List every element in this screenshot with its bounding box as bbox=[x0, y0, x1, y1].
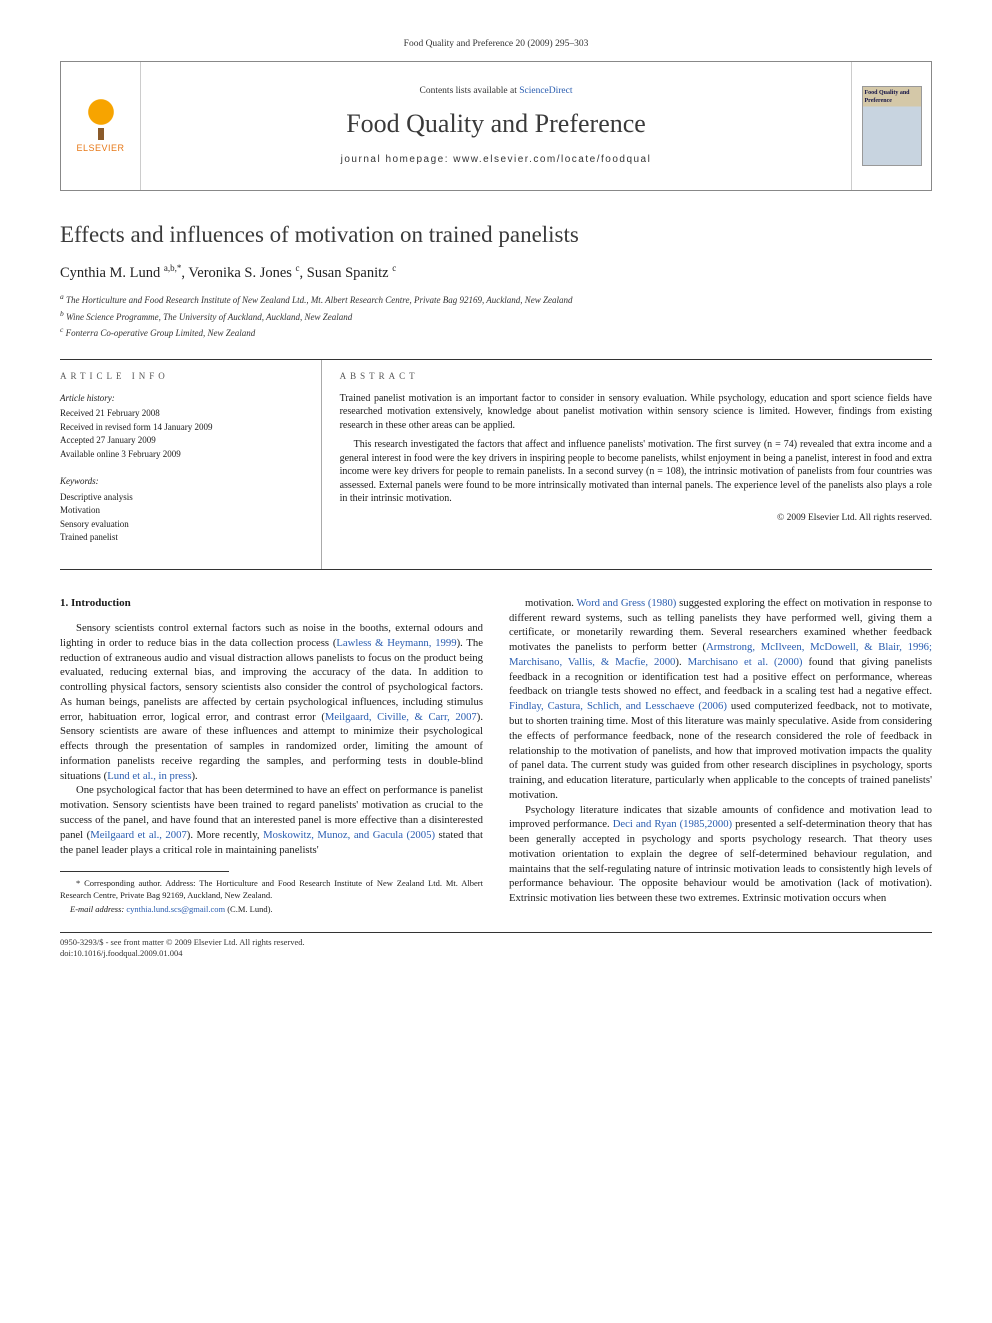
abstract-paragraph: Trained panelist motivation is an import… bbox=[340, 392, 932, 433]
body-right-column: motivation. Word and Gress (1980) sugges… bbox=[509, 596, 932, 918]
email-label: E-mail address: bbox=[70, 904, 126, 914]
abstract-text: Trained panelist motivation is an import… bbox=[340, 392, 932, 506]
history-line: Accepted 27 January 2009 bbox=[60, 434, 307, 448]
sciencedirect-link[interactable]: ScienceDirect bbox=[519, 86, 572, 96]
body-two-column: 1. Introduction Sensory scientists contr… bbox=[60, 596, 932, 918]
affiliation-line: a The Horticulture and Food Research Ins… bbox=[60, 291, 932, 308]
body-paragraph: Psychology literature indicates that siz… bbox=[509, 803, 932, 906]
homepage-url[interactable]: www.elsevier.com/locate/foodqual bbox=[453, 154, 651, 165]
article-info-column: ARTICLE INFO Article history: Received 2… bbox=[60, 360, 322, 569]
abstract-paragraph: This research investigated the factors t… bbox=[340, 438, 932, 506]
keywords-title: Keywords: bbox=[60, 475, 307, 489]
keyword-line: Trained panelist bbox=[60, 531, 307, 545]
article-info-label: ARTICLE INFO bbox=[60, 370, 307, 382]
keyword-line: Sensory evaluation bbox=[60, 518, 307, 532]
history-line: Available online 3 February 2009 bbox=[60, 448, 307, 462]
section-title: Introduction bbox=[71, 597, 131, 609]
body-paragraph: Sensory scientists control external fact… bbox=[60, 621, 483, 783]
affiliation-line: c Fonterra Co-operative Group Limited, N… bbox=[60, 324, 932, 341]
publisher-name: ELSEVIER bbox=[76, 142, 124, 154]
section-1-heading: 1. Introduction bbox=[60, 596, 483, 611]
journal-cover-thumb: Food Quality and Preference bbox=[862, 86, 922, 166]
journal-cover-cell: Food Quality and Preference bbox=[851, 62, 931, 190]
page-bottom-meta: 0950-3293/$ - see front matter © 2009 El… bbox=[60, 932, 932, 960]
affiliations-block: a The Horticulture and Food Research Ins… bbox=[60, 291, 932, 341]
elsevier-tree-icon bbox=[81, 98, 121, 138]
article-history-block: Article history: Received 21 February 20… bbox=[60, 392, 307, 462]
journal-homepage-line: journal homepage: www.elsevier.com/locat… bbox=[341, 153, 652, 167]
abstract-label: ABSTRACT bbox=[340, 370, 932, 382]
footnotes-block: * Corresponding author. Address: The Hor… bbox=[60, 878, 483, 916]
article-title: Effects and influences of motivation on … bbox=[60, 219, 932, 250]
body-left-column: 1. Introduction Sensory scientists contr… bbox=[60, 596, 483, 918]
cover-thumb-title: Food Quality and Preference bbox=[865, 89, 919, 105]
email-link[interactable]: cynthia.lund.scs@gmail.com bbox=[126, 904, 225, 914]
publisher-logo-cell: ELSEVIER bbox=[61, 62, 141, 190]
journal-header-box: ELSEVIER Contents lists available at Sci… bbox=[60, 61, 932, 191]
homepage-label: journal homepage: bbox=[341, 154, 454, 165]
article-history-title: Article history: bbox=[60, 392, 307, 406]
journal-title: Food Quality and Preference bbox=[346, 106, 646, 141]
email-suffix: (C.M. Lund). bbox=[225, 904, 272, 914]
front-matter-line: 0950-3293/$ - see front matter © 2009 El… bbox=[60, 937, 932, 948]
keyword-line: Descriptive analysis bbox=[60, 491, 307, 505]
affiliation-line: b Wine Science Programme, The University… bbox=[60, 308, 932, 325]
contents-list-line: Contents lists available at ScienceDirec… bbox=[419, 85, 572, 98]
authors-line: Cynthia M. Lund a,b,*, Veronika S. Jones… bbox=[60, 262, 932, 283]
section-number: 1. bbox=[60, 597, 68, 609]
body-paragraph: motivation. Word and Gress (1980) sugges… bbox=[509, 596, 932, 803]
corresponding-author-note: * Corresponding author. Address: The Hor… bbox=[60, 878, 483, 902]
contents-prefix: Contents lists available at bbox=[419, 86, 519, 96]
running-head-citation: Food Quality and Preference 20 (2009) 29… bbox=[60, 38, 932, 51]
abstract-column: ABSTRACT Trained panelist motivation is … bbox=[322, 360, 932, 569]
page: Food Quality and Preference 20 (2009) 29… bbox=[0, 0, 992, 1000]
abstract-copyright: © 2009 Elsevier Ltd. All rights reserved… bbox=[340, 512, 932, 525]
body-paragraph: One psychological factor that has been d… bbox=[60, 783, 483, 857]
journal-header-center: Contents lists available at ScienceDirec… bbox=[141, 62, 851, 190]
doi-line: doi:10.1016/j.foodqual.2009.01.004 bbox=[60, 948, 932, 959]
keywords-block: Keywords: Descriptive analysisMotivation… bbox=[60, 475, 307, 545]
footnote-separator bbox=[60, 871, 229, 872]
info-abstract-row: ARTICLE INFO Article history: Received 2… bbox=[60, 359, 932, 570]
history-line: Received 21 February 2008 bbox=[60, 407, 307, 421]
history-line: Received in revised form 14 January 2009 bbox=[60, 421, 307, 435]
keyword-line: Motivation bbox=[60, 504, 307, 518]
email-line: E-mail address: cynthia.lund.scs@gmail.c… bbox=[60, 904, 483, 916]
